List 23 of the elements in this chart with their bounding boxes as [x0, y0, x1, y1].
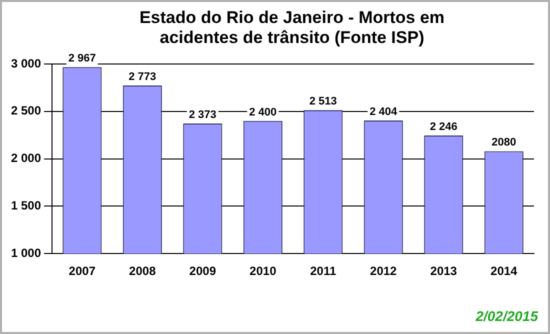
y-tick-label: 2 000	[11, 151, 42, 166]
x-tick-label: 2009	[189, 264, 216, 278]
y-tick-label: 3 000	[11, 56, 42, 70]
x-tick-label: 2007	[68, 264, 96, 278]
x-tick-label: 2011	[310, 264, 336, 278]
data-label: 2 773	[128, 71, 156, 84]
x-tick-label: 2014	[490, 264, 518, 278]
data-label: 2 967	[68, 52, 96, 65]
x-tick-label: 2010	[250, 264, 277, 278]
x-tick-label: 2008	[129, 264, 156, 278]
x-tick-label: 2012	[370, 264, 398, 278]
data-label: 2 404	[370, 106, 398, 118]
data-label: 2 246	[430, 121, 458, 134]
chart-title: Estado do Rio de Janeiro - Mortos em acidentes de trânsito (Fonte ISP)	[138, 8, 446, 48]
text: 2/02/2015	[476, 308, 538, 324]
data-label: 2080	[492, 136, 516, 149]
x-tick-label: 2013	[430, 264, 458, 278]
data-label: 2 400	[249, 106, 277, 118]
y-tick-label: 2 500	[11, 104, 42, 118]
data-label: 2 373	[188, 108, 216, 121]
y-tick-label: 1 000	[11, 246, 42, 260]
y-tick-label: 1 500	[11, 198, 42, 213]
data-label: 2 513	[309, 96, 337, 108]
